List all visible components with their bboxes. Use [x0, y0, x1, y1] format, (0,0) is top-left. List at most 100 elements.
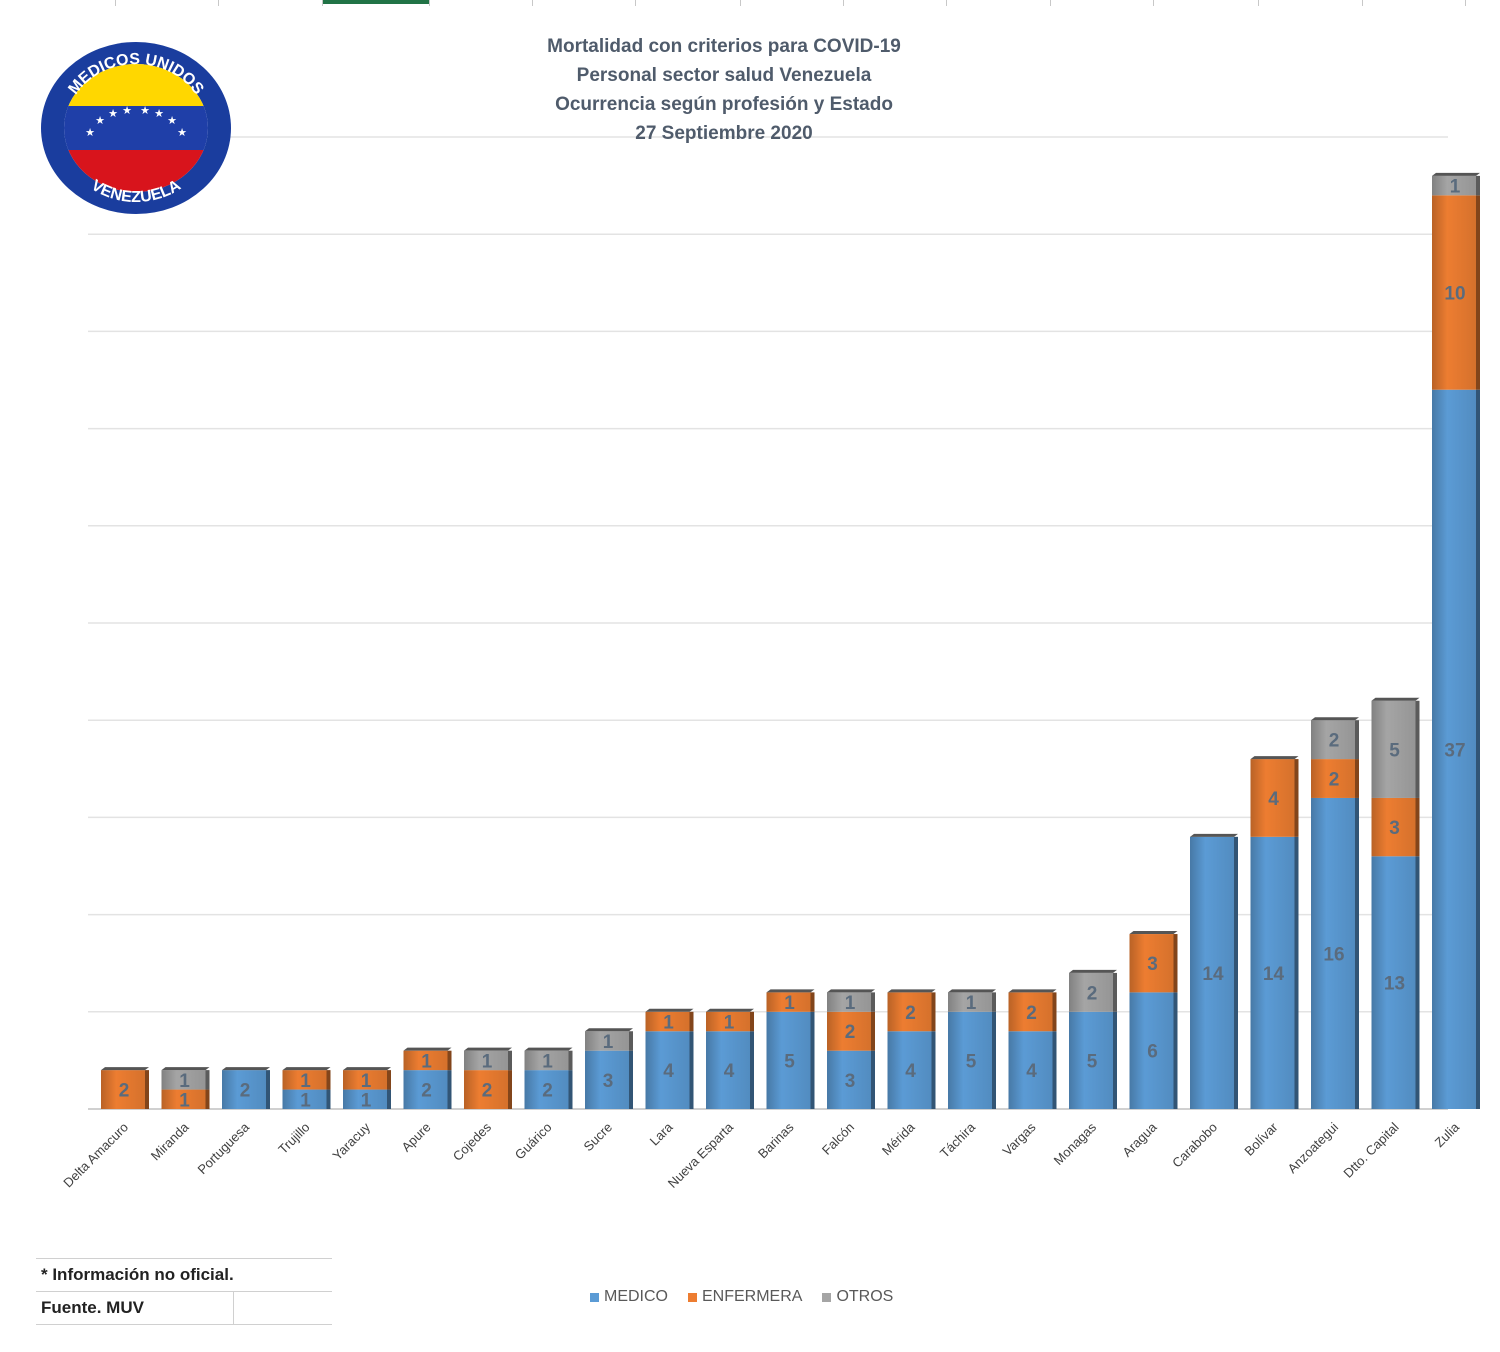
category-label: Nueva Esparta	[665, 1119, 737, 1191]
bar-segment-medico	[1250, 836, 1295, 1109]
bar-segment-side	[1476, 195, 1480, 390]
svg-text:★: ★	[140, 105, 150, 117]
legend-swatch-medico	[590, 1292, 599, 1302]
bar-segment-side	[1173, 934, 1178, 993]
bar-segment-side	[508, 1050, 512, 1071]
data-label: 3	[1389, 818, 1400, 839]
bar-segment-medico	[766, 1011, 811, 1109]
bar-segment-enfermera	[101, 1070, 145, 1109]
bar-segment-medico	[1069, 1011, 1113, 1109]
gridlines	[88, 136, 1448, 1110]
chart-title-line-2: Personal sector salud Venezuela	[577, 65, 872, 86]
bar-segment-medico	[524, 1070, 569, 1109]
bar-segment-enfermera	[464, 1070, 508, 1109]
bar-segment-side	[931, 1031, 936, 1109]
bar-stack: 42	[887, 989, 936, 1109]
category-label: Cojedes	[450, 1119, 495, 1164]
bar-segment-enfermera	[1371, 797, 1416, 857]
legend-item-otros: OTROS	[822, 1288, 893, 1306]
bar-top-face	[1311, 717, 1359, 721]
svg-text:★: ★	[177, 127, 187, 139]
legend-item-medico: MEDICO	[590, 1288, 668, 1306]
category-label: Apure	[398, 1120, 433, 1155]
bar-top-face	[827, 989, 875, 993]
bar-segment-enfermera	[1008, 992, 1053, 1032]
bar-stack: 63	[1129, 931, 1178, 1109]
bar-segment-side	[1476, 389, 1480, 1110]
bar-top-face	[101, 1067, 149, 1071]
data-label: 2	[905, 1003, 916, 1024]
bar-top-face	[343, 1067, 391, 1071]
data-label: 10	[1444, 284, 1465, 305]
data-label: 1	[784, 993, 795, 1014]
category-label: Anzoategui	[1285, 1119, 1342, 1176]
category-label: Monagas	[1051, 1119, 1100, 1168]
data-label: 2	[1087, 983, 1098, 1004]
data-label: 5	[784, 1051, 795, 1072]
data-label: 1	[300, 1090, 311, 1111]
data-label: 4	[1268, 789, 1279, 810]
bar-segment-enfermera	[282, 1070, 327, 1090]
bar-stack: 11	[343, 1067, 391, 1111]
category-label: Yaracuy	[329, 1119, 373, 1163]
bar-segment-enfermera	[161, 1089, 206, 1109]
bar-segment-side	[1415, 700, 1420, 798]
bar-segment-side	[1294, 759, 1299, 837]
bar-top-face	[222, 1067, 270, 1071]
category-label: Trujillo	[275, 1120, 312, 1157]
svg-text:★: ★	[167, 115, 177, 127]
bar-segment-side	[629, 1050, 633, 1109]
bar-stack: 11	[282, 1067, 331, 1111]
bar-segment-side	[689, 1011, 694, 1032]
note-source: Fuente. MUV	[36, 1292, 332, 1325]
bar-segment-medico	[1190, 836, 1234, 1109]
svg-text:★: ★	[108, 108, 118, 120]
bar-segment-enfermera	[766, 992, 811, 1012]
data-label: 1	[724, 1013, 735, 1034]
bar-segment-side	[810, 992, 815, 1012]
bar-stack: 2	[222, 1067, 270, 1109]
selected-column-indicator	[323, 0, 429, 4]
data-label: 1	[300, 1071, 311, 1092]
category-label: Delta Amacuro	[60, 1120, 131, 1191]
bar-segment-otros	[464, 1050, 508, 1071]
data-label: 1	[179, 1090, 190, 1111]
bar-segment-side	[568, 1050, 573, 1071]
bar-segment-side	[447, 1070, 452, 1109]
svg-text:★: ★	[154, 108, 164, 120]
bar-segment-otros	[585, 1031, 629, 1051]
data-label: 5	[1087, 1051, 1098, 1072]
legend-label-medico: MEDICO	[604, 1288, 668, 1305]
bar-top-face	[1432, 172, 1480, 176]
category-labels: Delta Amacuro Miranda Portuguesa Trujillo Ya…	[60, 1119, 1462, 1191]
bar-segment-medico	[827, 1050, 871, 1109]
bar-segment-otros	[827, 992, 871, 1012]
chart-title-line-3: Ocurrencia según profesión y Estado	[555, 94, 893, 115]
bar-segment-medico	[1129, 992, 1174, 1109]
data-label: 1	[482, 1051, 493, 1072]
bar-top-face	[1008, 989, 1057, 993]
bar-segment-side	[1355, 720, 1359, 760]
category-label: Zulia	[1432, 1119, 1463, 1150]
bar-segment-side	[1113, 1011, 1117, 1109]
bar-stack: 52	[1069, 969, 1117, 1109]
bar-segment-otros	[1371, 700, 1416, 798]
data-label: 2	[119, 1081, 130, 1102]
bar-segment-enfermera	[645, 1011, 690, 1032]
data-label: 2	[1026, 1003, 1037, 1024]
legend-label-enfermera: ENFERMERA	[702, 1288, 803, 1305]
bar-stack: 31	[585, 1028, 633, 1109]
bar-segment-otros	[1311, 720, 1355, 760]
category-label: Táchira	[937, 1119, 979, 1161]
bar-segment-enfermera	[706, 1011, 750, 1032]
bar-segment-side	[1234, 836, 1238, 1109]
bar-segment-enfermera	[887, 992, 932, 1032]
data-label: 1	[603, 1032, 614, 1053]
data-label: 2	[1329, 770, 1340, 791]
bar-segment-side	[326, 1089, 331, 1109]
bar-segment-medico	[222, 1070, 266, 1109]
bar-segment-medico	[1432, 389, 1476, 1110]
bar-segment-medico	[403, 1070, 448, 1109]
chart-title-line-1: Mortalidad con criterios para COVID-19	[547, 36, 901, 57]
